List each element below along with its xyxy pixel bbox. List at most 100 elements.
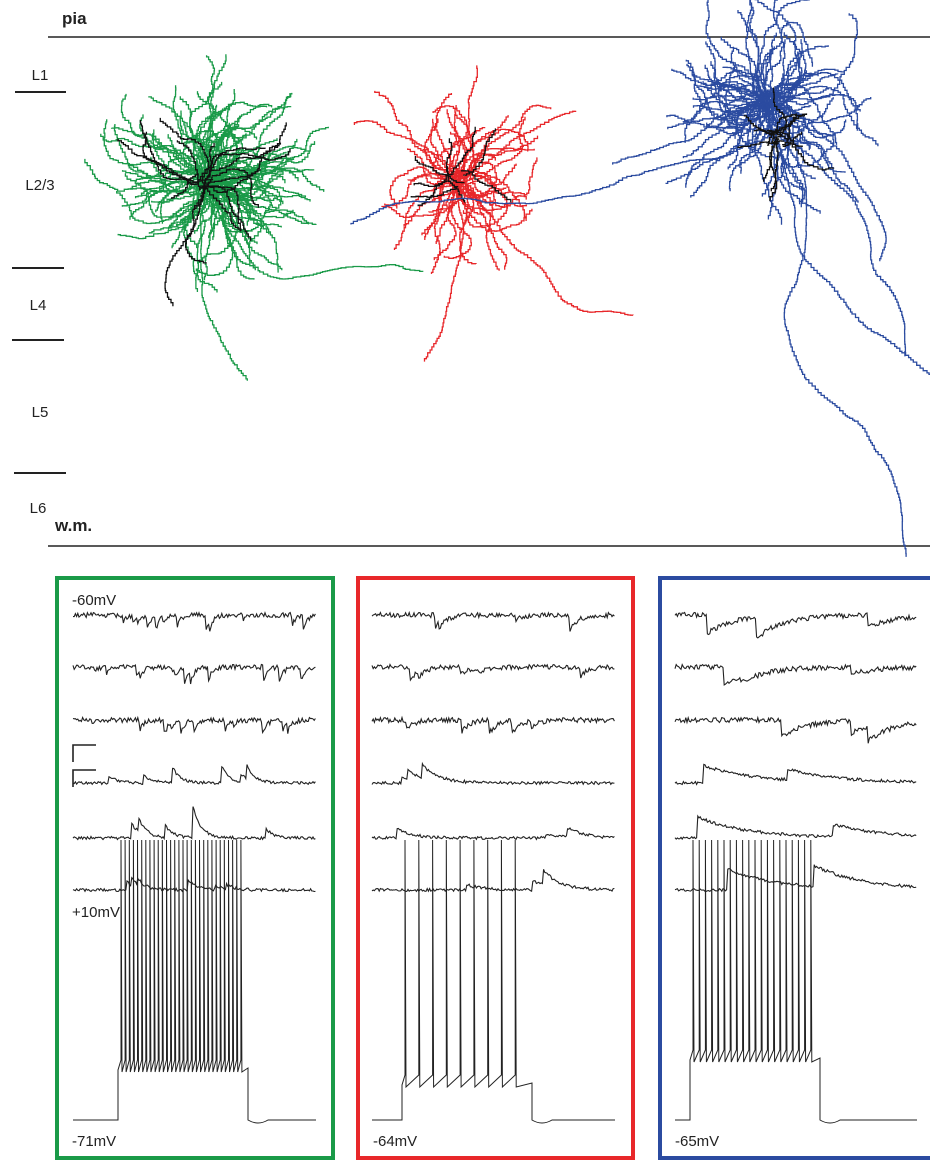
neurite — [770, 139, 779, 192]
neurite — [769, 32, 777, 98]
layer-label: L5 — [32, 404, 49, 421]
morphologies — [84, 0, 930, 557]
neurite — [209, 179, 424, 280]
neurite — [707, 69, 777, 96]
trace — [371, 610, 615, 632]
neurite — [197, 178, 206, 248]
neurite — [755, 0, 810, 99]
neurite — [207, 179, 311, 202]
neurite — [686, 63, 779, 122]
neurite — [205, 142, 282, 184]
neurite — [117, 138, 198, 184]
neurite — [194, 101, 268, 173]
trace — [72, 806, 316, 841]
neurite — [210, 177, 265, 191]
panel-frame — [55, 576, 335, 1160]
neurite — [766, 129, 803, 147]
neurite — [448, 182, 508, 270]
neurite — [417, 180, 448, 207]
spike-trace — [73, 839, 316, 1124]
neurite — [460, 170, 512, 203]
neurite — [208, 168, 315, 178]
neurite — [84, 158, 202, 193]
neurite — [453, 159, 498, 199]
neurite — [381, 186, 460, 219]
rest-label: -65mV — [675, 1133, 719, 1150]
spike-trace — [372, 839, 615, 1124]
neurite — [671, 68, 767, 96]
neurite — [772, 72, 859, 131]
neurite — [120, 93, 203, 180]
pia-label: pia — [62, 9, 87, 28]
neurite — [209, 176, 317, 225]
neurite — [465, 147, 535, 182]
panel-frame — [658, 576, 930, 1160]
trace — [73, 611, 316, 632]
neurite — [745, 0, 767, 92]
neurite — [353, 120, 463, 174]
trace — [72, 876, 316, 893]
neurite — [208, 122, 287, 172]
neurite — [458, 179, 634, 316]
traces — [72, 610, 917, 1124]
neurite — [767, 113, 808, 146]
trace — [371, 663, 615, 682]
layer-label: L1 — [32, 67, 49, 84]
spike-trace — [675, 839, 917, 1124]
neurite — [773, 45, 829, 99]
neurite — [768, 104, 816, 180]
neurite — [210, 177, 217, 226]
trace — [72, 715, 316, 735]
neurite — [210, 161, 275, 175]
neurite — [612, 99, 770, 165]
neurite — [124, 173, 214, 218]
neurite — [765, 85, 879, 147]
neurite — [410, 186, 459, 198]
neurite — [151, 129, 215, 178]
neurite — [413, 175, 449, 188]
neurite — [767, 99, 930, 375]
neurite — [771, 87, 788, 134]
trace — [674, 715, 917, 744]
scale-bar — [72, 744, 96, 787]
neurite — [771, 21, 814, 105]
neurite — [179, 110, 216, 173]
neurite — [737, 141, 779, 148]
neurite — [423, 179, 465, 362]
trace — [674, 814, 917, 841]
holding-label: +10mV — [72, 904, 120, 921]
neurite — [775, 105, 847, 139]
neurite — [749, 0, 763, 101]
neurite — [682, 100, 761, 159]
neurite — [761, 39, 803, 95]
rest-label: -71mV — [72, 1133, 116, 1150]
neurite — [770, 51, 799, 102]
neurite — [200, 185, 242, 231]
neurite — [192, 104, 218, 174]
neurite — [113, 124, 207, 181]
neurite — [764, 39, 786, 101]
trace — [674, 663, 917, 686]
rest-label: -64mV — [373, 1133, 417, 1150]
neurite — [117, 180, 216, 240]
neurite — [218, 93, 292, 172]
neurite — [202, 54, 227, 171]
neurite — [205, 92, 293, 177]
neurite — [776, 104, 846, 173]
trace — [371, 761, 615, 786]
trace — [674, 864, 917, 893]
neurite — [148, 96, 219, 181]
neurite — [211, 168, 259, 208]
trace — [371, 715, 615, 734]
neurite — [374, 90, 462, 171]
trace — [371, 827, 615, 841]
neurite — [152, 132, 207, 177]
neurite — [350, 99, 770, 225]
layer-label: L6 — [30, 500, 47, 517]
panel-frame — [356, 576, 635, 1160]
layer-label: L2/3 — [25, 177, 54, 194]
neurite — [139, 114, 202, 172]
neurite — [463, 128, 497, 176]
layer-label: L4 — [30, 297, 47, 314]
